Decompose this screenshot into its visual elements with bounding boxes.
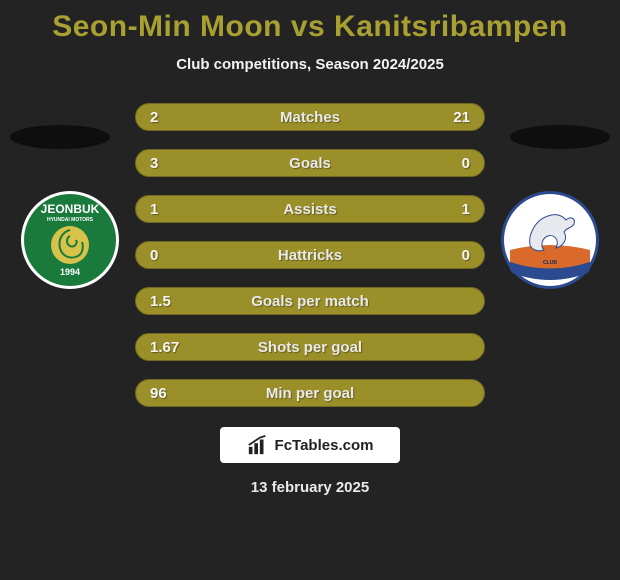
stat-label: Matches bbox=[136, 109, 484, 126]
shadow-ellipse-right bbox=[510, 125, 610, 149]
shadow-ellipse-left bbox=[10, 125, 110, 149]
stat-right-value: 0 bbox=[462, 247, 470, 264]
comparison-card: Seon-Min Moon vs Kanitsribampen Club com… bbox=[0, 0, 620, 580]
team-logo-right: CLUB bbox=[500, 190, 600, 290]
subtitle: Club competitions, Season 2024/2025 bbox=[176, 56, 444, 73]
stat-row: 2 Matches 21 bbox=[135, 103, 485, 131]
stat-left-value: 96 bbox=[150, 385, 167, 402]
stat-left-value: 0 bbox=[150, 247, 158, 264]
stat-left-value: 2 bbox=[150, 109, 158, 126]
stat-label: Goals per match bbox=[136, 293, 484, 310]
stat-row: 1.5 Goals per match bbox=[135, 287, 485, 315]
stat-right-value: 0 bbox=[462, 155, 470, 172]
team-logo-left: JEONBUK HYUNDAI MOTORS 1994 bbox=[20, 190, 120, 290]
stat-label: Assists bbox=[136, 201, 484, 218]
stat-row: 0 Hattricks 0 bbox=[135, 241, 485, 269]
stat-row: 1 Assists 1 bbox=[135, 195, 485, 223]
stat-left-value: 1 bbox=[150, 201, 158, 218]
svg-text:JEONBUK: JEONBUK bbox=[41, 202, 100, 216]
stat-left-value: 3 bbox=[150, 155, 158, 172]
stat-label: Min per goal bbox=[136, 385, 484, 402]
stat-row: 3 Goals 0 bbox=[135, 149, 485, 177]
right-club-logo-icon: CLUB bbox=[500, 190, 600, 290]
stat-label: Shots per goal bbox=[136, 339, 484, 356]
fctables-badge: FcTables.com bbox=[220, 427, 400, 463]
svg-text:CLUB: CLUB bbox=[543, 260, 557, 266]
stat-row: 1.67 Shots per goal bbox=[135, 333, 485, 361]
stat-label: Hattricks bbox=[136, 247, 484, 264]
chart-icon bbox=[247, 434, 269, 456]
page-title: Seon-Min Moon vs Kanitsribampen bbox=[52, 10, 568, 44]
jeonbuk-logo-icon: JEONBUK HYUNDAI MOTORS 1994 bbox=[20, 190, 120, 290]
svg-text:HYUNDAI MOTORS: HYUNDAI MOTORS bbox=[47, 217, 94, 223]
stat-left-value: 1.5 bbox=[150, 293, 171, 310]
date-text: 13 february 2025 bbox=[251, 479, 369, 496]
stat-right-value: 21 bbox=[453, 109, 470, 126]
svg-text:1994: 1994 bbox=[60, 267, 80, 277]
stat-label: Goals bbox=[136, 155, 484, 172]
stat-row: 96 Min per goal bbox=[135, 379, 485, 407]
stats-list: 2 Matches 21 3 Goals 0 1 Assists 1 0 Hat… bbox=[135, 103, 485, 407]
stat-left-value: 1.67 bbox=[150, 339, 179, 356]
stat-right-value: 1 bbox=[462, 201, 470, 218]
badge-text: FcTables.com bbox=[275, 437, 374, 454]
